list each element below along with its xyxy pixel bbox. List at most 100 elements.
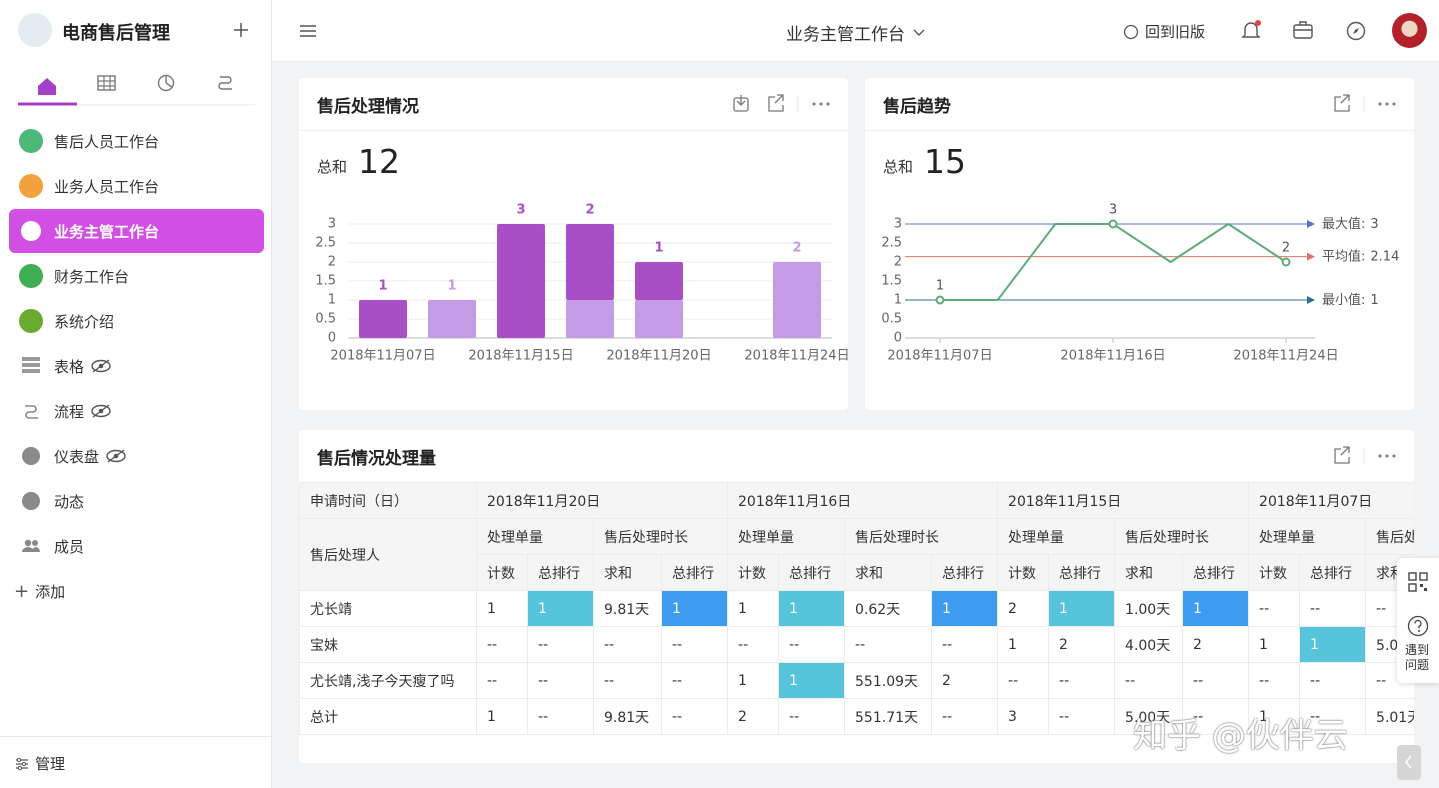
nav-label: 成员	[54, 537, 85, 556]
manage[interactable]: 管理	[15, 753, 65, 774]
tab-home[interactable]	[38, 78, 56, 95]
table-cell: 1	[1299, 626, 1367, 663]
nav-label: 系统介绍	[54, 312, 115, 331]
summary-value: 12	[358, 142, 400, 181]
workspace-switch[interactable]: 业务主管工作台	[786, 20, 925, 45]
stat-header: 总排行	[1182, 554, 1250, 591]
row-header: 售后处理人	[299, 518, 477, 591]
measure-header: 售后处理时长	[592, 518, 729, 555]
measure-header: 售后处理时长	[1114, 518, 1250, 555]
table-cell: --	[593, 626, 662, 663]
nav-item[interactable]: 业务人员工作台	[9, 164, 264, 208]
avatar[interactable]	[1392, 13, 1427, 48]
stat-header: 总排行	[1299, 554, 1367, 591]
nav-label: 财务工作台	[54, 267, 130, 286]
app-title: 电商售后管理	[62, 23, 170, 44]
nav-item[interactable]: 业务主管工作台	[9, 209, 264, 253]
nav-item[interactable]: 动态	[9, 479, 264, 523]
menu-toggle[interactable]	[300, 24, 317, 38]
table-cell: --	[931, 698, 999, 735]
help-widget[interactable]: 遇到 问题	[1397, 558, 1439, 683]
table-cell: --	[660, 626, 729, 663]
collapse-button[interactable]	[1397, 745, 1421, 780]
table-cell: 2	[997, 590, 1050, 627]
table-cell: 2	[1182, 626, 1250, 663]
hidden-icon	[91, 359, 111, 373]
inbox[interactable]	[1293, 21, 1313, 39]
table-cell: --	[1248, 590, 1301, 627]
table-cell: 2	[931, 662, 999, 699]
table-cell: --	[778, 698, 846, 735]
measure-header: 售后处理时长	[844, 518, 999, 555]
top-bar: 业务主管工作台 回到旧版	[272, 0, 1439, 62]
sidebar: 电商售后管理 售后人员工作台 业务人员工作台 业务主管工作台 财务工作台 系统介…	[0, 0, 272, 788]
nav-add[interactable]: + 添加	[14, 580, 66, 602]
notifications[interactable]	[1240, 19, 1262, 41]
table-cell: 1	[476, 590, 528, 627]
stat-header: 总排行	[660, 554, 729, 591]
nav-label: 仪表盘	[54, 447, 100, 466]
expand[interactable]	[1334, 94, 1350, 112]
measure-header: 处理单量	[727, 518, 846, 555]
table-cell: 9.81天	[593, 698, 662, 735]
measure-header: 售后处理时长	[1365, 518, 1414, 555]
table-row: 总计 1 -- 9.81天 -- 2 -- 551.71天 -- 3 -- 5.00天 -- 1 -- 5.0…	[299, 698, 1414, 735]
stat-header: 总排行	[778, 554, 846, 591]
row-name: 尤长靖	[299, 590, 477, 627]
nav-label: 业务主管工作台	[54, 222, 160, 241]
table-cell: 1	[778, 590, 846, 627]
more[interactable]	[1378, 454, 1396, 458]
tab-flow[interactable]	[218, 76, 232, 90]
old-version-label: 回到旧版	[1145, 23, 1206, 41]
nav-item[interactable]: 财务工作台	[9, 254, 264, 298]
date-header: 2018年11月20日	[475, 482, 729, 519]
header-row: 售后处理人 处理单量 售后处理时长 处理单量 售后处理时长 处理单量 售后处理时长 处理单量售…	[299, 518, 1414, 591]
card-title: 售后趋势	[883, 97, 951, 117]
table-cell: --	[476, 626, 528, 663]
table-cell: 1	[997, 626, 1050, 663]
stat-header: 计数	[727, 554, 780, 591]
stat-header: 计数	[476, 554, 528, 591]
expand[interactable]	[1334, 446, 1350, 464]
old-version[interactable]: 回到旧版	[1123, 21, 1205, 42]
measure-header: 处理单量	[1248, 518, 1367, 555]
row-name: 尤长靖,浅子今天瘦了吗	[299, 662, 477, 699]
table-cell: --	[527, 698, 594, 735]
summary-label: 总和	[883, 158, 914, 176]
row-name: 总计	[299, 698, 477, 735]
chart-card: 售后处理情况 总和 12	[299, 78, 848, 410]
table-cell: --	[931, 626, 999, 663]
table-cell: --	[997, 662, 1050, 699]
table-cell: --	[1182, 662, 1250, 699]
card-title: 售后情况处理量	[317, 449, 436, 469]
card-actions	[733, 94, 830, 112]
more[interactable]	[1378, 102, 1396, 106]
table-cell: --	[1114, 662, 1184, 699]
explore[interactable]	[1346, 21, 1366, 41]
table-cell: 3	[997, 698, 1050, 735]
table-cell: 1	[476, 698, 528, 735]
add-app[interactable]	[233, 22, 249, 38]
table-row: 尤长靖,浅子今天瘦了吗 -- -- -- -- 1 1 551.09天 2 -- -- -- -- -- -…	[299, 662, 1414, 699]
chart-card: 售后趋势 总和 15	[865, 78, 1414, 410]
nav-item[interactable]: 系统介绍	[9, 299, 264, 343]
table-cell: 2	[1048, 626, 1116, 663]
tab-table[interactable]	[97, 75, 116, 91]
summary-value: 15	[924, 142, 966, 181]
question-icon	[1407, 615, 1429, 637]
qr-icon	[1408, 572, 1428, 592]
nav-item[interactable]: 表格	[9, 344, 264, 388]
nav-item[interactable]: 成员	[9, 524, 264, 568]
stat-header: 总排行	[527, 554, 594, 591]
nav-item[interactable]: 售后人员工作台	[9, 119, 264, 163]
stat-header: 求和	[844, 554, 933, 591]
nav-item[interactable]: 流程	[9, 389, 264, 433]
more[interactable]	[812, 102, 830, 106]
table-cell: 2	[727, 698, 780, 735]
table-cell: 5.00天	[1114, 698, 1184, 735]
expand[interactable]	[768, 94, 784, 112]
date-header: 2018年11月16日	[727, 482, 999, 519]
nav-item[interactable]: 仪表盘	[9, 434, 264, 478]
table-cell: --	[778, 626, 846, 663]
